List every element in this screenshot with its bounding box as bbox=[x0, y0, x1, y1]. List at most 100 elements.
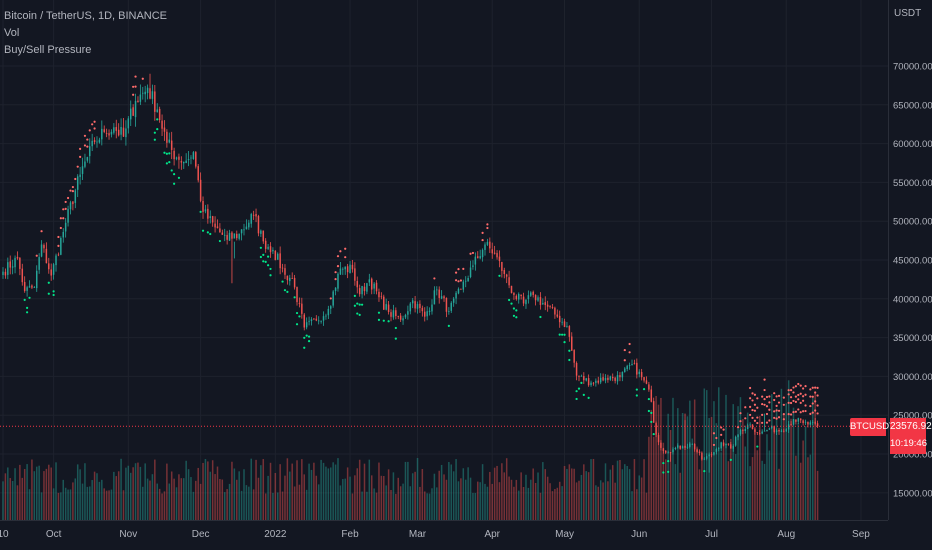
volume-bar bbox=[805, 426, 807, 520]
sell-pressure-dot bbox=[783, 397, 785, 399]
buy-pressure-dot bbox=[636, 394, 638, 396]
candle-body bbox=[311, 319, 313, 321]
sell-pressure-dot bbox=[334, 278, 336, 280]
candle-body bbox=[120, 127, 122, 135]
volume-bar bbox=[672, 398, 674, 520]
candle-body bbox=[335, 288, 337, 291]
buy-pressure-dot bbox=[286, 291, 288, 293]
candle-body bbox=[494, 253, 496, 254]
sell-pressure-dot bbox=[766, 413, 768, 415]
candle-body bbox=[764, 431, 766, 432]
volume-bar bbox=[711, 417, 713, 520]
sell-pressure-dot bbox=[69, 189, 71, 191]
volume-bar bbox=[200, 484, 202, 520]
candle-body bbox=[91, 141, 93, 146]
candle-body bbox=[518, 294, 520, 300]
volume-bar bbox=[89, 486, 91, 520]
candle-body bbox=[795, 419, 797, 421]
candle-body bbox=[718, 448, 720, 449]
volume-bar bbox=[166, 464, 168, 520]
volume-bar bbox=[467, 467, 469, 520]
volume-bar bbox=[617, 461, 619, 520]
volume-bar bbox=[446, 480, 448, 520]
candle-body bbox=[250, 214, 252, 224]
candle-body bbox=[156, 109, 158, 112]
candle-body bbox=[352, 265, 354, 269]
buy-pressure-dot bbox=[575, 390, 577, 392]
candle-body bbox=[549, 306, 551, 307]
candle-body bbox=[773, 426, 775, 432]
sell-pressure-dot bbox=[751, 409, 753, 411]
sell-pressure-dot bbox=[800, 385, 802, 387]
candle-body bbox=[402, 318, 404, 320]
volume-bar bbox=[140, 467, 142, 520]
candle-body bbox=[332, 291, 334, 305]
sell-pressure-dot bbox=[763, 389, 765, 391]
candle-body bbox=[636, 363, 638, 375]
sell-pressure-dot bbox=[715, 437, 717, 439]
candle-body bbox=[532, 292, 534, 295]
buy-pressure-dot bbox=[563, 341, 565, 343]
volume-bar bbox=[663, 443, 665, 520]
volume-bar bbox=[463, 468, 465, 520]
candle-body bbox=[135, 101, 137, 117]
volume-bar bbox=[624, 464, 626, 520]
volume-bar bbox=[217, 467, 219, 520]
volume-bar bbox=[108, 490, 110, 520]
volume-bar bbox=[279, 464, 281, 520]
volume-bar bbox=[359, 460, 361, 520]
candle-body bbox=[5, 272, 7, 276]
volume-bar bbox=[323, 463, 325, 520]
volume-bar bbox=[417, 458, 419, 520]
volume-bar bbox=[135, 463, 137, 520]
buy-pressure-dot bbox=[510, 303, 512, 305]
candle-body bbox=[82, 166, 84, 174]
volume-bar bbox=[250, 459, 252, 520]
candle-body bbox=[344, 267, 346, 270]
candle-body bbox=[658, 435, 660, 442]
candle-body bbox=[537, 297, 539, 300]
bar-countdown: 10:19:46 bbox=[890, 436, 926, 452]
candle-body bbox=[732, 446, 734, 449]
candle-body bbox=[745, 429, 747, 431]
candle-body bbox=[561, 322, 563, 323]
candle-body bbox=[460, 289, 462, 290]
buy-pressure-dot bbox=[209, 233, 211, 235]
pressure-indicator-label[interactable]: Buy/Sell Pressure bbox=[4, 42, 167, 59]
candle-body bbox=[716, 449, 718, 452]
volume-bar bbox=[224, 492, 226, 520]
sell-pressure-dot bbox=[802, 400, 804, 402]
volume-bar bbox=[58, 493, 60, 520]
candle-body bbox=[590, 383, 592, 385]
price-unit-label[interactable]: USDT bbox=[894, 8, 921, 19]
volume-bar bbox=[501, 463, 503, 520]
candle-body bbox=[197, 166, 199, 180]
volume-bar bbox=[771, 394, 773, 520]
buy-pressure-dot bbox=[154, 132, 156, 134]
sell-pressure-dot bbox=[744, 406, 746, 408]
volume-bar bbox=[720, 452, 722, 520]
candle-body bbox=[552, 307, 554, 308]
buy-pressure-dot bbox=[202, 230, 204, 232]
time-axis: 10 Oct Nov Dec 2022 Feb Mar Apr May Jun Jul Aug Sep bbox=[0, 521, 888, 541]
buy-pressure-dot bbox=[260, 247, 262, 249]
symbol-title[interactable]: Bitcoin / TetherUS, 1D, BINANCE bbox=[4, 8, 167, 25]
candle-body bbox=[600, 378, 602, 383]
volume-indicator-label[interactable]: Vol bbox=[4, 25, 167, 42]
volume-bar bbox=[754, 428, 756, 520]
candle-body bbox=[557, 315, 559, 317]
volume-bar bbox=[730, 439, 732, 520]
buy-pressure-dot bbox=[207, 231, 209, 233]
volume-bar bbox=[260, 465, 262, 520]
candle-body bbox=[569, 326, 571, 337]
candle-body bbox=[682, 446, 684, 448]
buy-pressure-dot bbox=[178, 177, 180, 179]
time-tick-label: Dec bbox=[192, 529, 210, 540]
volume-bar bbox=[91, 480, 93, 520]
candle-body bbox=[19, 258, 21, 269]
candle-body bbox=[231, 233, 233, 239]
sell-pressure-dot bbox=[754, 394, 756, 396]
volume-bar bbox=[448, 462, 450, 520]
candle-body bbox=[667, 452, 669, 453]
